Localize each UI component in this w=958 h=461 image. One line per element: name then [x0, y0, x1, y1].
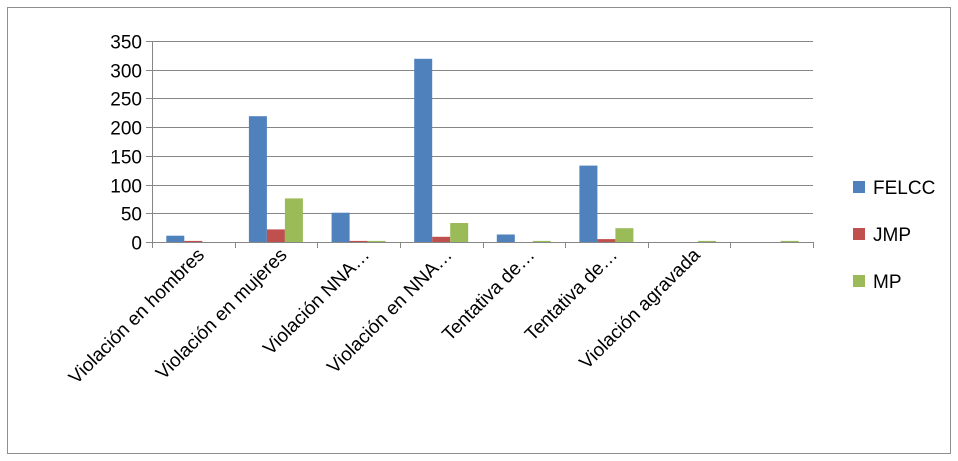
- y-axis: 0 50 100 150 200 250 300 350: [110, 33, 153, 255]
- legend-swatch-felcc: [853, 181, 865, 193]
- legend-label-mp: MP: [873, 272, 902, 293]
- y-tick-label: 100: [110, 177, 142, 198]
- y-tick-label: 50: [121, 205, 142, 226]
- bar-felcc-3: [414, 58, 433, 242]
- bar-mp-4: [532, 240, 551, 242]
- y-tick-label: 200: [110, 119, 142, 140]
- legend-label-felcc: FELCC: [873, 178, 935, 199]
- y-tick-label: 300: [110, 62, 142, 83]
- bar-jmp-3: [432, 236, 451, 242]
- bars: [166, 58, 799, 242]
- x-axis: [152, 242, 814, 248]
- legend: FELCC JMP MP: [853, 178, 935, 293]
- legend-label-jmp: JMP: [873, 225, 911, 246]
- y-tick-label: 250: [110, 90, 142, 111]
- y-tick-label: 0: [131, 234, 142, 255]
- bar-mp-3: [450, 223, 469, 242]
- bar-jmp-0: [184, 240, 203, 242]
- bar-jmp-2: [349, 240, 368, 242]
- bar-mp-6: [698, 240, 717, 242]
- y-tick-label: 350: [110, 33, 142, 54]
- bar-felcc-1: [248, 116, 267, 242]
- bar-felcc-4: [496, 234, 515, 242]
- bar-mp-5: [615, 228, 634, 242]
- bar-felcc-2: [331, 212, 350, 242]
- y-tick-label: 150: [110, 148, 142, 169]
- bar-felcc-5: [579, 165, 598, 242]
- legend-swatch-mp: [853, 275, 865, 287]
- bar-felcc-0: [166, 235, 185, 242]
- legend-swatch-jmp: [853, 228, 865, 240]
- bar-mp-2: [367, 240, 386, 242]
- bar-mp-1: [284, 198, 303, 242]
- x-category-label: Violación en hombres: [65, 245, 209, 389]
- chart-frame: [7, 7, 951, 454]
- bar-jmp-1: [266, 229, 285, 242]
- bar-mp-7: [780, 240, 799, 242]
- bar-jmp-5: [597, 239, 616, 242]
